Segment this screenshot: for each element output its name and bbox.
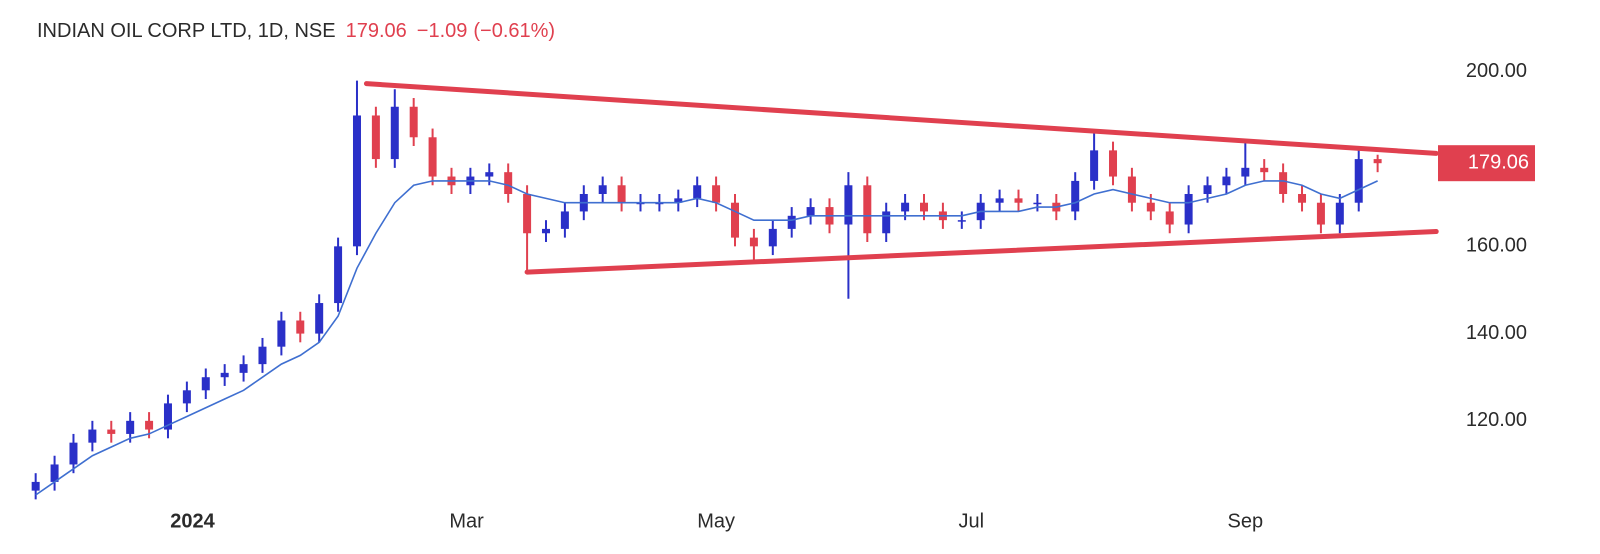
candle-body	[277, 320, 286, 347]
candle-body	[882, 211, 891, 234]
candle-body	[428, 137, 437, 177]
candle-body	[296, 320, 305, 334]
candle-body	[31, 481, 40, 491]
candle-body	[69, 442, 78, 465]
candle-body	[182, 390, 191, 404]
candle-body	[1146, 202, 1155, 212]
price-tag	[1438, 145, 1535, 182]
candle-body	[50, 464, 59, 482]
candle-body	[1279, 172, 1288, 194]
candle-body	[239, 364, 248, 373]
candle-body	[560, 211, 569, 229]
candle-body	[1014, 198, 1023, 203]
candle-body	[598, 185, 607, 194]
last-price: 179.06	[346, 20, 407, 42]
candle-body	[485, 172, 494, 177]
candle-body	[1203, 185, 1212, 194]
candle-body	[1335, 202, 1344, 225]
candle-body	[749, 237, 758, 247]
candle-body	[352, 115, 361, 247]
candle-body	[1260, 167, 1269, 173]
candle-body	[163, 403, 172, 430]
moving-average-line	[35, 180, 1378, 496]
candle-body	[731, 202, 739, 238]
candle-body	[712, 185, 721, 203]
price-change-percent: (−0.61%)	[473, 20, 555, 42]
candle-body	[844, 185, 853, 225]
candle-body	[920, 202, 929, 212]
candle-body	[1165, 211, 1174, 225]
candle-body	[220, 372, 229, 378]
candle-body	[863, 185, 872, 234]
candle-body	[1373, 159, 1382, 164]
candle-body	[1184, 193, 1193, 225]
x-tick-label: Sep	[1228, 510, 1264, 532]
candle-body	[693, 185, 702, 199]
candle-body	[334, 246, 343, 304]
trendline	[524, 229, 1439, 275]
candle-body	[371, 115, 380, 160]
price-tag-label: 179.06	[1468, 151, 1529, 173]
chart-title: INDIAN OIL CORP LTD, 1D, NSE	[37, 20, 336, 42]
candle-body	[957, 220, 966, 222]
trendline	[363, 81, 1439, 156]
candle-body	[1109, 150, 1118, 177]
candle-body	[617, 185, 626, 203]
candle-body	[126, 420, 135, 434]
chart-header: INDIAN OIL CORP LTD, 1D, NSE 179.06 −1.09(…	[37, 20, 555, 42]
x-tick-label: 2024	[170, 510, 215, 532]
candle-body	[390, 106, 399, 160]
candle-body	[1071, 180, 1080, 212]
candle-body	[504, 172, 513, 194]
candle-body	[409, 106, 418, 138]
candle-body	[806, 207, 815, 216]
candle-body	[201, 377, 210, 391]
candle-body	[1033, 202, 1042, 205]
candle-body	[258, 346, 267, 365]
candle-body	[901, 202, 910, 212]
candle-body	[145, 420, 154, 430]
candle-body	[1222, 176, 1231, 186]
candle-body	[88, 429, 97, 443]
candle-body	[995, 198, 1004, 203]
candle-body	[1316, 202, 1325, 225]
x-tick-label: May	[697, 510, 735, 532]
x-tick-label: Mar	[449, 510, 484, 532]
candle-body	[107, 429, 116, 434]
candle-body	[768, 228, 777, 247]
candle-body	[1090, 150, 1099, 181]
candle-body	[1127, 176, 1136, 203]
x-tick-label: Jul	[958, 510, 984, 532]
candle-body	[523, 193, 532, 234]
candle-body	[541, 228, 550, 234]
candle-body	[787, 215, 796, 229]
y-tick-label: 120.00	[1466, 409, 1527, 431]
y-tick-label: 140.00	[1466, 322, 1527, 344]
y-tick-label: 160.00	[1466, 235, 1527, 257]
candle-body	[315, 303, 324, 334]
candle-body	[1241, 167, 1250, 177]
price-change: −1.09	[417, 20, 468, 42]
y-tick-label: 200.00	[1466, 60, 1527, 82]
candle-body	[674, 198, 683, 203]
candle-body	[1298, 193, 1307, 203]
candle-body	[1354, 159, 1363, 203]
